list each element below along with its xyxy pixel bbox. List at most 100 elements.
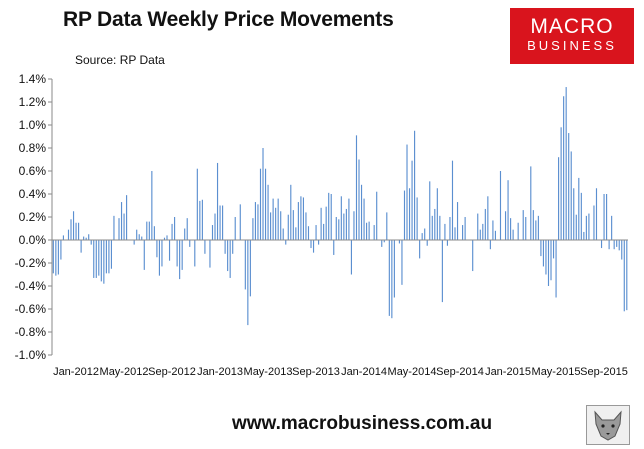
bar xyxy=(72,211,75,240)
bar xyxy=(507,180,509,240)
bar xyxy=(70,219,72,240)
y-tick-label: 1.2% xyxy=(19,95,47,109)
y-tick-label: 0.6% xyxy=(19,164,47,178)
bar xyxy=(348,198,350,240)
bar xyxy=(419,240,421,259)
bar xyxy=(545,240,547,275)
bar xyxy=(214,213,216,240)
bar xyxy=(535,220,537,240)
bar xyxy=(110,240,112,269)
bar xyxy=(540,240,542,257)
bar xyxy=(499,171,502,240)
bar xyxy=(310,240,312,249)
y-tick-label: -0.4% xyxy=(15,279,47,293)
y-axis: 1.4% 1.2% 1.0% 0.8% 0.6% 0.4% 0.2% 0.0% -0.2% -0.… xyxy=(15,72,52,362)
bar xyxy=(406,144,408,240)
bar xyxy=(547,240,550,286)
bar xyxy=(522,210,524,240)
x-tick-label: May-2015 xyxy=(532,366,581,378)
bar xyxy=(421,233,423,240)
bar xyxy=(120,202,123,240)
bar xyxy=(224,240,226,254)
bar xyxy=(568,133,570,240)
bar xyxy=(80,240,82,253)
bar xyxy=(558,157,560,240)
bar xyxy=(449,217,451,240)
bar xyxy=(333,240,335,255)
bar xyxy=(492,220,494,240)
bar xyxy=(239,204,241,240)
fox-logo-icon xyxy=(586,405,630,445)
bar xyxy=(343,213,345,240)
bar xyxy=(477,213,479,240)
bar xyxy=(345,208,347,240)
bar xyxy=(318,240,320,245)
bar xyxy=(585,215,587,240)
bar xyxy=(156,240,158,258)
bar xyxy=(441,240,443,303)
bar xyxy=(358,159,360,240)
bar xyxy=(234,217,236,240)
bar xyxy=(504,211,507,240)
bar xyxy=(105,240,107,274)
bar xyxy=(426,240,428,246)
bar xyxy=(388,240,390,316)
bar xyxy=(618,240,620,251)
macrobusiness-logo: MACRO BUSINESS xyxy=(510,8,634,64)
bar xyxy=(300,196,302,240)
bar xyxy=(90,240,92,245)
bar xyxy=(272,198,274,240)
bar xyxy=(297,202,299,240)
bar xyxy=(194,240,196,267)
x-tick-label: Sep-2012 xyxy=(148,366,196,378)
bar xyxy=(201,199,203,240)
bar xyxy=(512,229,514,240)
bar xyxy=(163,237,166,240)
bar xyxy=(199,200,201,240)
bar xyxy=(416,197,418,240)
bar xyxy=(171,223,173,240)
y-tick-label: 0.0% xyxy=(19,233,47,247)
bar xyxy=(83,236,85,240)
bar xyxy=(484,208,486,240)
bar xyxy=(186,218,188,240)
bar xyxy=(330,194,332,240)
y-tick-label: 1.4% xyxy=(19,72,47,86)
bar xyxy=(613,240,615,250)
bar xyxy=(78,222,80,240)
bar xyxy=(366,222,368,240)
chart-title: RP Data Weekly Price Movements xyxy=(63,8,394,31)
y-tick-label: 1.0% xyxy=(19,118,47,132)
bar xyxy=(626,240,628,311)
chart-source: Source: RP Data xyxy=(75,53,165,67)
bar xyxy=(446,240,448,246)
bar xyxy=(386,212,388,240)
bar xyxy=(623,240,625,312)
bar xyxy=(401,240,403,285)
bar xyxy=(323,223,325,240)
bar xyxy=(525,217,527,240)
bar xyxy=(259,168,262,240)
bar xyxy=(575,214,577,240)
bar xyxy=(603,194,605,240)
bar xyxy=(565,87,567,240)
bar xyxy=(267,184,269,240)
bar xyxy=(158,240,160,276)
bar xyxy=(328,192,330,240)
bar xyxy=(570,151,572,240)
y-tick-label: 0.2% xyxy=(19,210,47,224)
bar xyxy=(530,166,532,240)
bar xyxy=(216,162,219,240)
x-tick-label: Jan-2014 xyxy=(341,366,387,378)
bar xyxy=(315,225,317,240)
bar xyxy=(168,240,171,261)
bar xyxy=(302,197,304,240)
y-tick-label: -1.0% xyxy=(15,348,47,362)
bar xyxy=(57,240,59,275)
bar xyxy=(479,229,481,240)
bar xyxy=(95,240,97,278)
bar xyxy=(595,188,598,240)
logo-line-1: MACRO xyxy=(530,15,614,38)
bar xyxy=(320,207,322,240)
bar xyxy=(355,135,358,240)
